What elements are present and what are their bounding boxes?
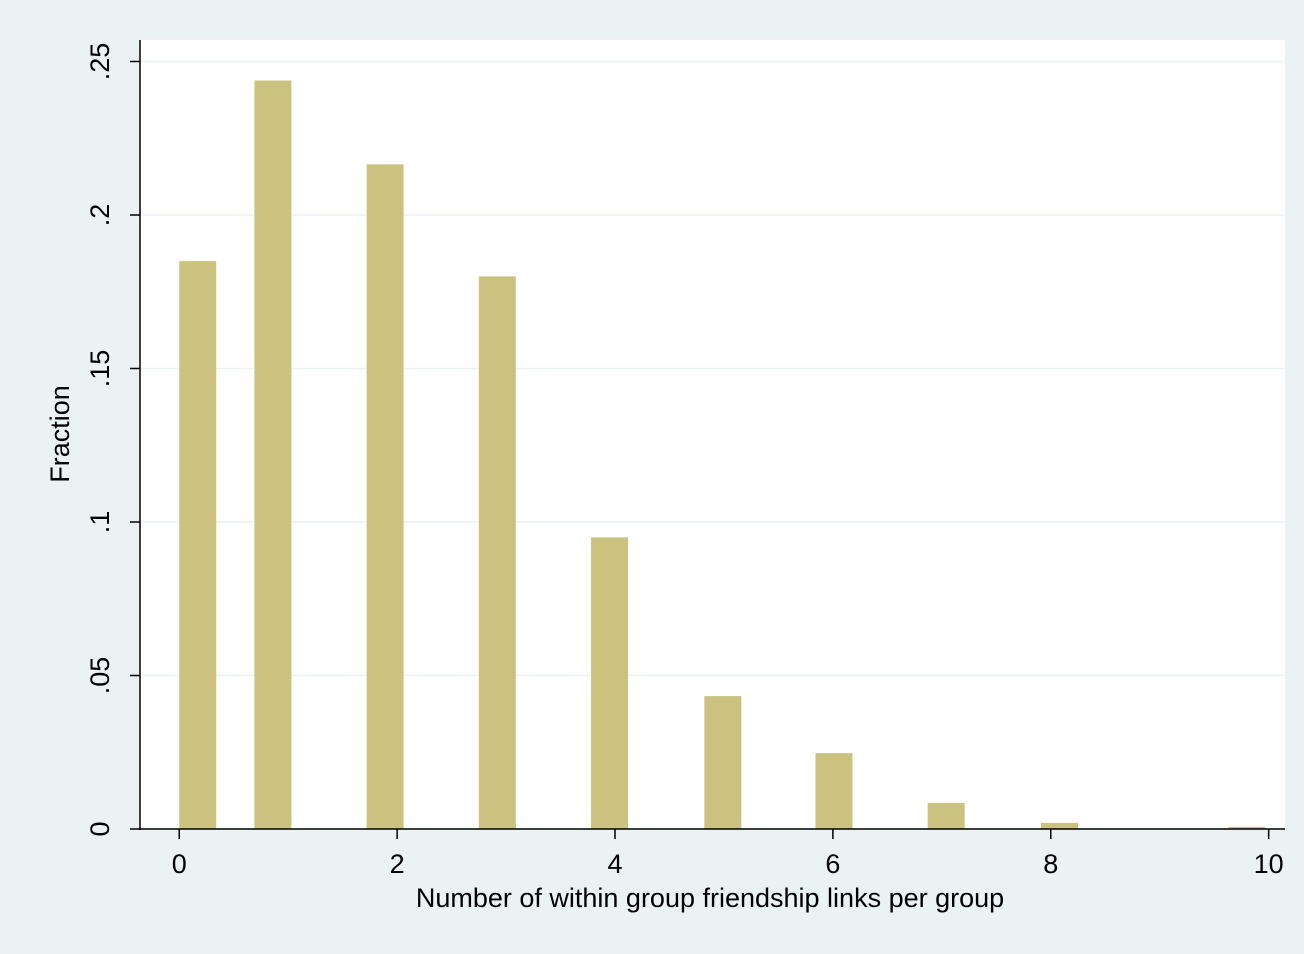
bar — [1040, 822, 1078, 829]
x-tick-label: 0 — [172, 849, 187, 879]
y-tick-label: .15 — [85, 350, 115, 388]
x-tick-label: 10 — [1254, 849, 1284, 879]
bar — [179, 261, 217, 829]
x-tick-label: 2 — [390, 849, 405, 879]
x-tick-label: 6 — [825, 849, 840, 879]
y-tick-label: 0 — [85, 821, 115, 836]
bar — [927, 802, 965, 829]
x-tick-label: 8 — [1043, 849, 1058, 879]
x-tick-label: 4 — [607, 849, 622, 879]
y-tick-label: .25 — [85, 43, 115, 81]
x-axis-label: Number of within group friendship links … — [416, 883, 1004, 913]
bar — [254, 80, 292, 829]
bar — [704, 696, 742, 829]
bar — [366, 164, 404, 830]
y-axis-label: Fraction — [45, 385, 75, 483]
y-tick-label: .2 — [85, 204, 115, 227]
bar — [478, 276, 516, 829]
bar — [1228, 826, 1266, 829]
y-tick-label: .1 — [85, 511, 115, 534]
y-tick-label: .05 — [85, 657, 115, 695]
bar — [815, 753, 853, 829]
bar — [591, 537, 629, 829]
